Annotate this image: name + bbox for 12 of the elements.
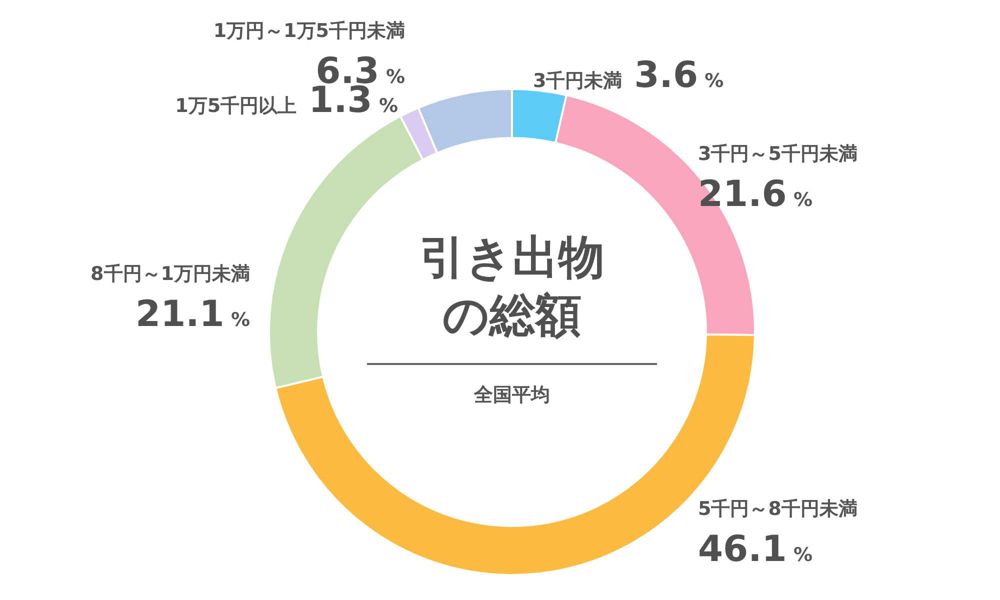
data-label: 21.1 % bbox=[136, 294, 250, 335]
slice-label: 3千円～5千円未満 bbox=[698, 143, 858, 165]
text: 全国平均 bbox=[472, 383, 551, 408]
data-label: 21.6 % bbox=[698, 174, 812, 215]
slice-label: 5千円～8千円未満 bbox=[698, 498, 858, 520]
slice-label: 3千円未満 bbox=[533, 70, 622, 92]
slice-label: 8千円～1万円未満 bbox=[90, 263, 250, 285]
data-label: 3.6 % bbox=[634, 55, 724, 96]
slice-label: 1万5千円以上 bbox=[175, 95, 297, 117]
slice-label: 1万円～1万5千円未満 bbox=[213, 20, 405, 42]
data-label: 46.1 % bbox=[698, 529, 812, 570]
text: 引き出物の総額 bbox=[418, 229, 606, 344]
